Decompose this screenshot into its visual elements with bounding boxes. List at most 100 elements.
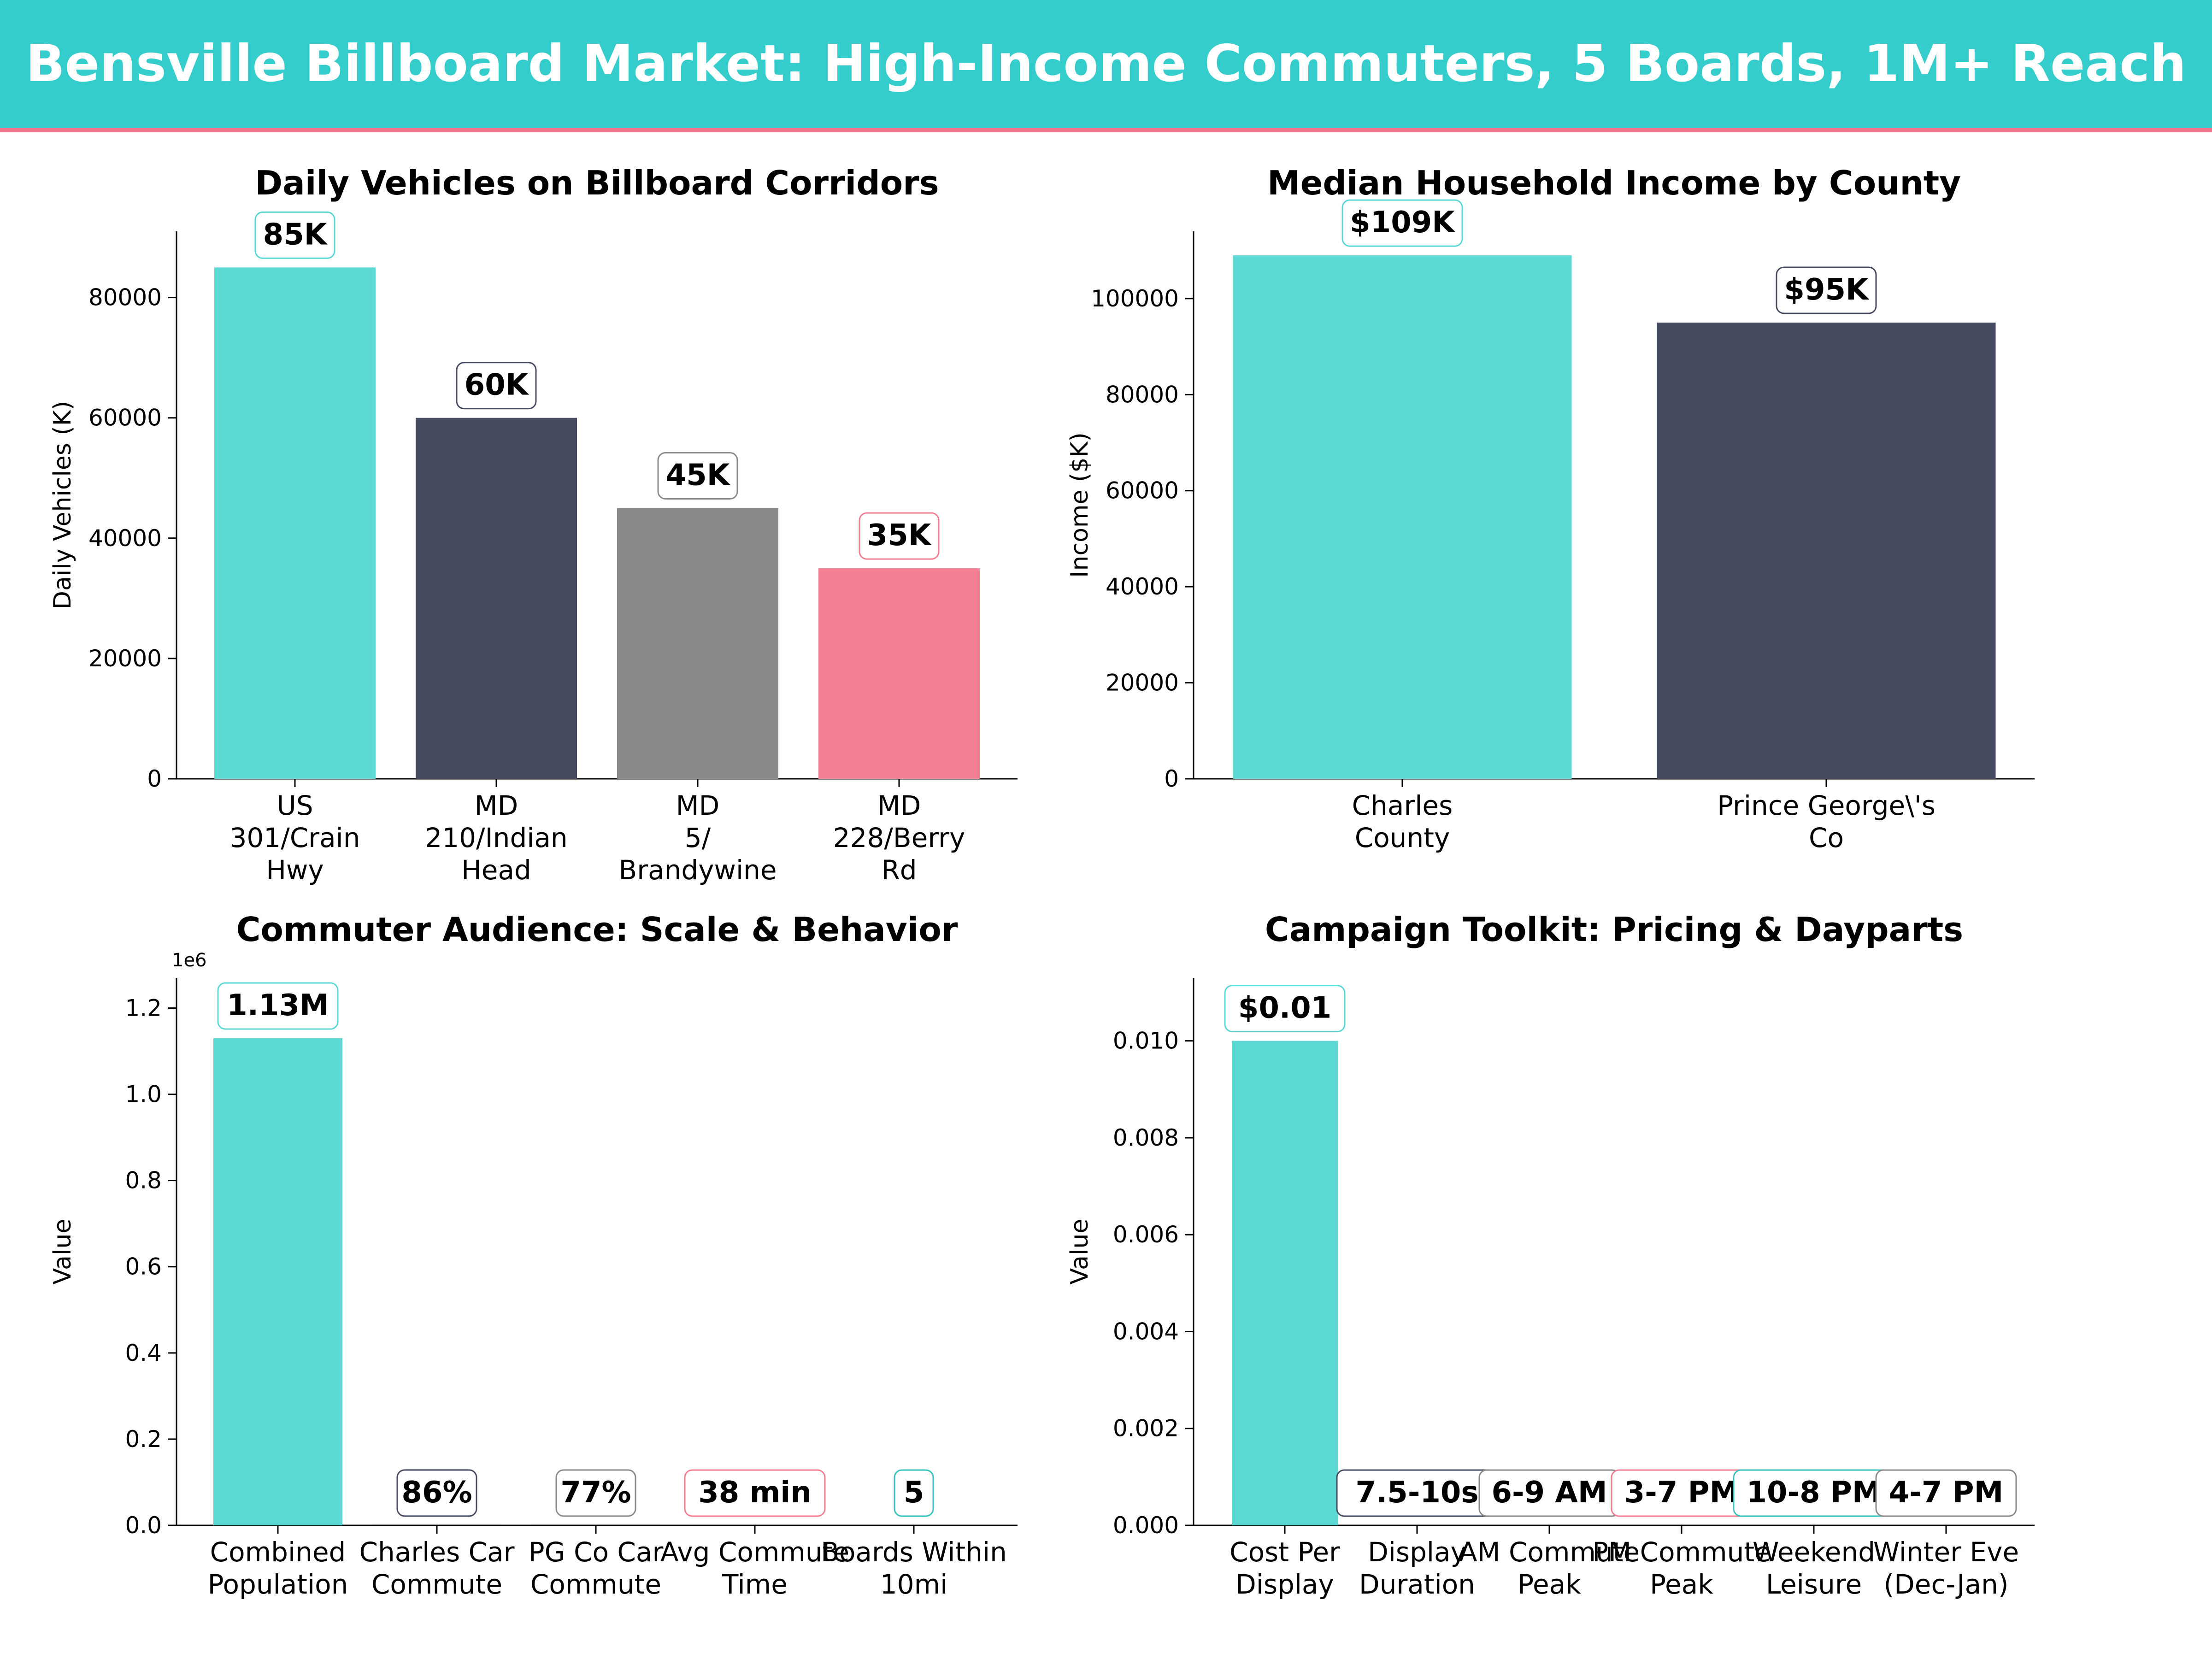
data-label-1: 85K bbox=[254, 211, 335, 259]
data-label-text: $109K bbox=[1350, 206, 1456, 240]
y-tick-label: 0.000 bbox=[1113, 1512, 1179, 1539]
data-label-text: 7.5-10s bbox=[1355, 1476, 1478, 1510]
y-tick-label: 0.008 bbox=[1113, 1124, 1179, 1151]
data-label-text: $0.01 bbox=[1238, 991, 1331, 1025]
bar-2 bbox=[1657, 323, 1996, 779]
x-tick-label: Charles County bbox=[1352, 790, 1453, 853]
y-tick-label: 0.006 bbox=[1113, 1221, 1179, 1248]
chart-title: Commuter Audience: Scale & Behavior bbox=[236, 910, 958, 949]
data-label-1: $0.01 bbox=[1224, 985, 1346, 1033]
data-label-box bbox=[555, 1469, 636, 1517]
y-tick-label: 0.004 bbox=[1113, 1318, 1179, 1345]
data-label-3: 45K bbox=[657, 452, 738, 500]
x-tick-label: MD 5/Brandywine bbox=[618, 790, 777, 886]
data-label-2: 86% bbox=[396, 1469, 477, 1517]
data-label-box bbox=[1776, 266, 1877, 314]
chart-title: Median Household Income by County bbox=[1267, 164, 1961, 202]
data-label-2: $95K bbox=[1776, 266, 1877, 314]
title-banner bbox=[0, 0, 2212, 128]
y-tick-label: 40000 bbox=[88, 525, 162, 552]
data-label-5: 10-8 PM bbox=[1733, 1469, 1895, 1517]
data-label-1: $109K bbox=[1341, 199, 1463, 247]
x-tick-label: PG Co Car Commute bbox=[529, 1536, 664, 1600]
chart-panel-2: Median Household Income by County Income … bbox=[1066, 164, 2035, 853]
x-tick-label: Winter Eve (Dec-Jan) bbox=[1873, 1536, 2019, 1600]
x-tick-label: PM Commute Peak bbox=[1592, 1536, 1771, 1600]
data-label-2: 7.5-10s bbox=[1336, 1469, 1498, 1517]
y-tick-label: 0 bbox=[1164, 765, 1179, 792]
data-label-3: 77% bbox=[555, 1469, 636, 1517]
y-tick-label: 0.010 bbox=[1113, 1028, 1179, 1054]
y-tick-label: 60000 bbox=[1106, 477, 1179, 504]
y-tick-label: 0.0 bbox=[125, 1512, 162, 1539]
data-label-4: 3-7 PM bbox=[1611, 1469, 1753, 1517]
data-label-2: 60K bbox=[456, 362, 537, 410]
data-label-box bbox=[657, 452, 738, 500]
y-axis-label: Income ($K) bbox=[1066, 432, 1094, 578]
bar-2 bbox=[416, 418, 577, 779]
y-tick-label: 20000 bbox=[88, 645, 162, 672]
data-label-text: 60K bbox=[465, 368, 529, 402]
data-label-1: 1.13M bbox=[217, 982, 339, 1030]
data-label-text: 35K bbox=[867, 518, 932, 553]
bar-3 bbox=[617, 508, 778, 779]
y-axis-label: Value bbox=[1066, 1219, 1094, 1285]
chart-title: Campaign Toolkit: Pricing & Dayparts bbox=[1265, 910, 1963, 949]
x-tick-label: US 301/Crain Hwy bbox=[229, 790, 360, 886]
data-label-box bbox=[1341, 199, 1463, 247]
bar-1 bbox=[214, 267, 376, 779]
y-tick-label: 20000 bbox=[1106, 670, 1179, 696]
data-label-box bbox=[396, 1469, 477, 1517]
y-tick-label: 0.2 bbox=[125, 1426, 162, 1453]
x-tick-label: AM Commute Peak bbox=[1459, 1536, 1640, 1600]
data-label-text: 5 bbox=[904, 1476, 924, 1510]
data-label-box bbox=[456, 362, 537, 410]
y-tick-label: 1.2 bbox=[125, 994, 162, 1021]
y-tick-label: 40000 bbox=[1106, 573, 1179, 600]
banner-accent-line bbox=[0, 128, 2212, 132]
axis-multiplier: 1e6 bbox=[172, 950, 207, 971]
y-tick-label: 1.0 bbox=[125, 1081, 162, 1108]
data-label-box bbox=[684, 1469, 826, 1517]
data-label-3: 6-9 AM bbox=[1478, 1469, 1620, 1517]
y-axis-label: Value bbox=[49, 1219, 76, 1285]
data-label-6: 4-7 PM bbox=[1875, 1469, 2017, 1517]
data-label-text: 1.13M bbox=[227, 988, 329, 1023]
data-label-box bbox=[894, 1469, 934, 1517]
x-tick-label: Display Duration bbox=[1359, 1536, 1475, 1600]
x-tick-label: Prince George\'s Co bbox=[1717, 790, 1936, 853]
x-tick-label: Charles Car Commute bbox=[359, 1536, 515, 1600]
y-tick-label: 60000 bbox=[88, 405, 162, 431]
x-tick-label: Cost Per Display bbox=[1230, 1536, 1340, 1600]
data-label-text: 38 min bbox=[698, 1476, 812, 1510]
y-tick-label: 0.002 bbox=[1113, 1415, 1179, 1442]
chart-panel-3: Commuter Audience: Scale & Behavior Value… bbox=[49, 910, 1018, 1600]
data-label-4: 35K bbox=[859, 512, 940, 560]
data-label-box bbox=[859, 512, 940, 560]
data-label-text: 10-8 PM bbox=[1746, 1476, 1881, 1510]
data-label-text: 45K bbox=[666, 459, 731, 493]
data-label-box bbox=[217, 982, 339, 1030]
y-tick-label: 0 bbox=[147, 765, 162, 792]
x-tick-label: MD 210/Indian Head bbox=[425, 790, 567, 886]
data-label-text: 6-9 AM bbox=[1491, 1476, 1607, 1510]
x-tick-label: MD 228/Berry Rd bbox=[833, 790, 965, 886]
bar-1 bbox=[213, 1038, 342, 1525]
data-label-box bbox=[1875, 1469, 2017, 1517]
data-label-5: 5 bbox=[894, 1469, 934, 1517]
y-axis-label: Daily Vehicles (K) bbox=[49, 401, 76, 609]
y-tick-label: 80000 bbox=[88, 284, 162, 311]
y-tick-label: 0.8 bbox=[125, 1167, 162, 1194]
y-tick-label: 0.4 bbox=[125, 1340, 162, 1366]
y-tick-label: 0.6 bbox=[125, 1253, 162, 1280]
data-label-text: $95K bbox=[1784, 273, 1870, 307]
chart-panel-1: Daily Vehicles on Billboard Corridors Dai… bbox=[49, 164, 1018, 886]
data-label-4: 38 min bbox=[684, 1469, 826, 1517]
bar-1 bbox=[1233, 255, 1572, 779]
x-tick-label: Combined Population bbox=[208, 1536, 348, 1600]
data-label-text: 85K bbox=[263, 218, 328, 252]
page-title: Bensville Billboard Market: High-Income … bbox=[26, 34, 2186, 94]
chart-panel-4: Campaign Toolkit: Pricing & Dayparts Valu… bbox=[1066, 910, 2035, 1600]
data-label-text: 86% bbox=[401, 1476, 472, 1510]
